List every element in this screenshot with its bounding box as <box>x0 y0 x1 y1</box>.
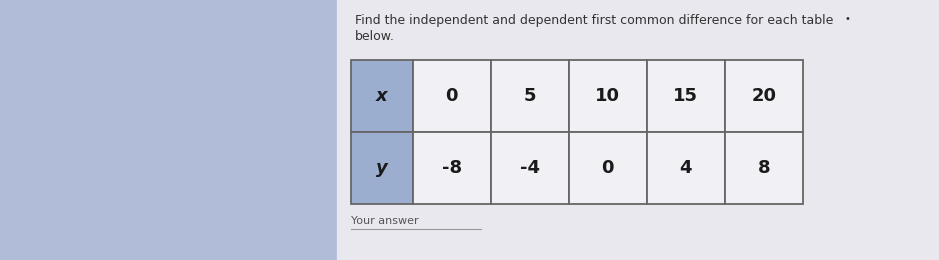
Text: 5: 5 <box>524 87 536 105</box>
Bar <box>413 60 491 132</box>
Bar <box>647 132 725 204</box>
Bar <box>491 60 569 132</box>
Bar <box>725 60 803 132</box>
Text: 15: 15 <box>673 87 699 105</box>
Text: -8: -8 <box>441 159 462 177</box>
Bar <box>413 132 491 204</box>
Text: Your answer: Your answer <box>351 216 419 226</box>
Bar <box>569 60 647 132</box>
Text: 4: 4 <box>680 159 692 177</box>
Text: x: x <box>376 87 388 105</box>
Text: 20: 20 <box>751 87 777 105</box>
Text: -4: -4 <box>520 159 540 177</box>
Bar <box>647 60 725 132</box>
Bar <box>569 132 647 204</box>
Text: •: • <box>845 14 851 24</box>
FancyBboxPatch shape <box>337 0 939 260</box>
Bar <box>351 132 413 204</box>
Bar <box>725 132 803 204</box>
Text: 10: 10 <box>595 87 621 105</box>
Text: y: y <box>376 159 388 177</box>
Text: 0: 0 <box>446 87 458 105</box>
Bar <box>491 132 569 204</box>
Text: 8: 8 <box>758 159 770 177</box>
Text: below.: below. <box>355 30 394 43</box>
Text: 0: 0 <box>602 159 614 177</box>
Bar <box>351 60 413 132</box>
Text: Find the independent and dependent first common difference for each table: Find the independent and dependent first… <box>355 14 833 27</box>
